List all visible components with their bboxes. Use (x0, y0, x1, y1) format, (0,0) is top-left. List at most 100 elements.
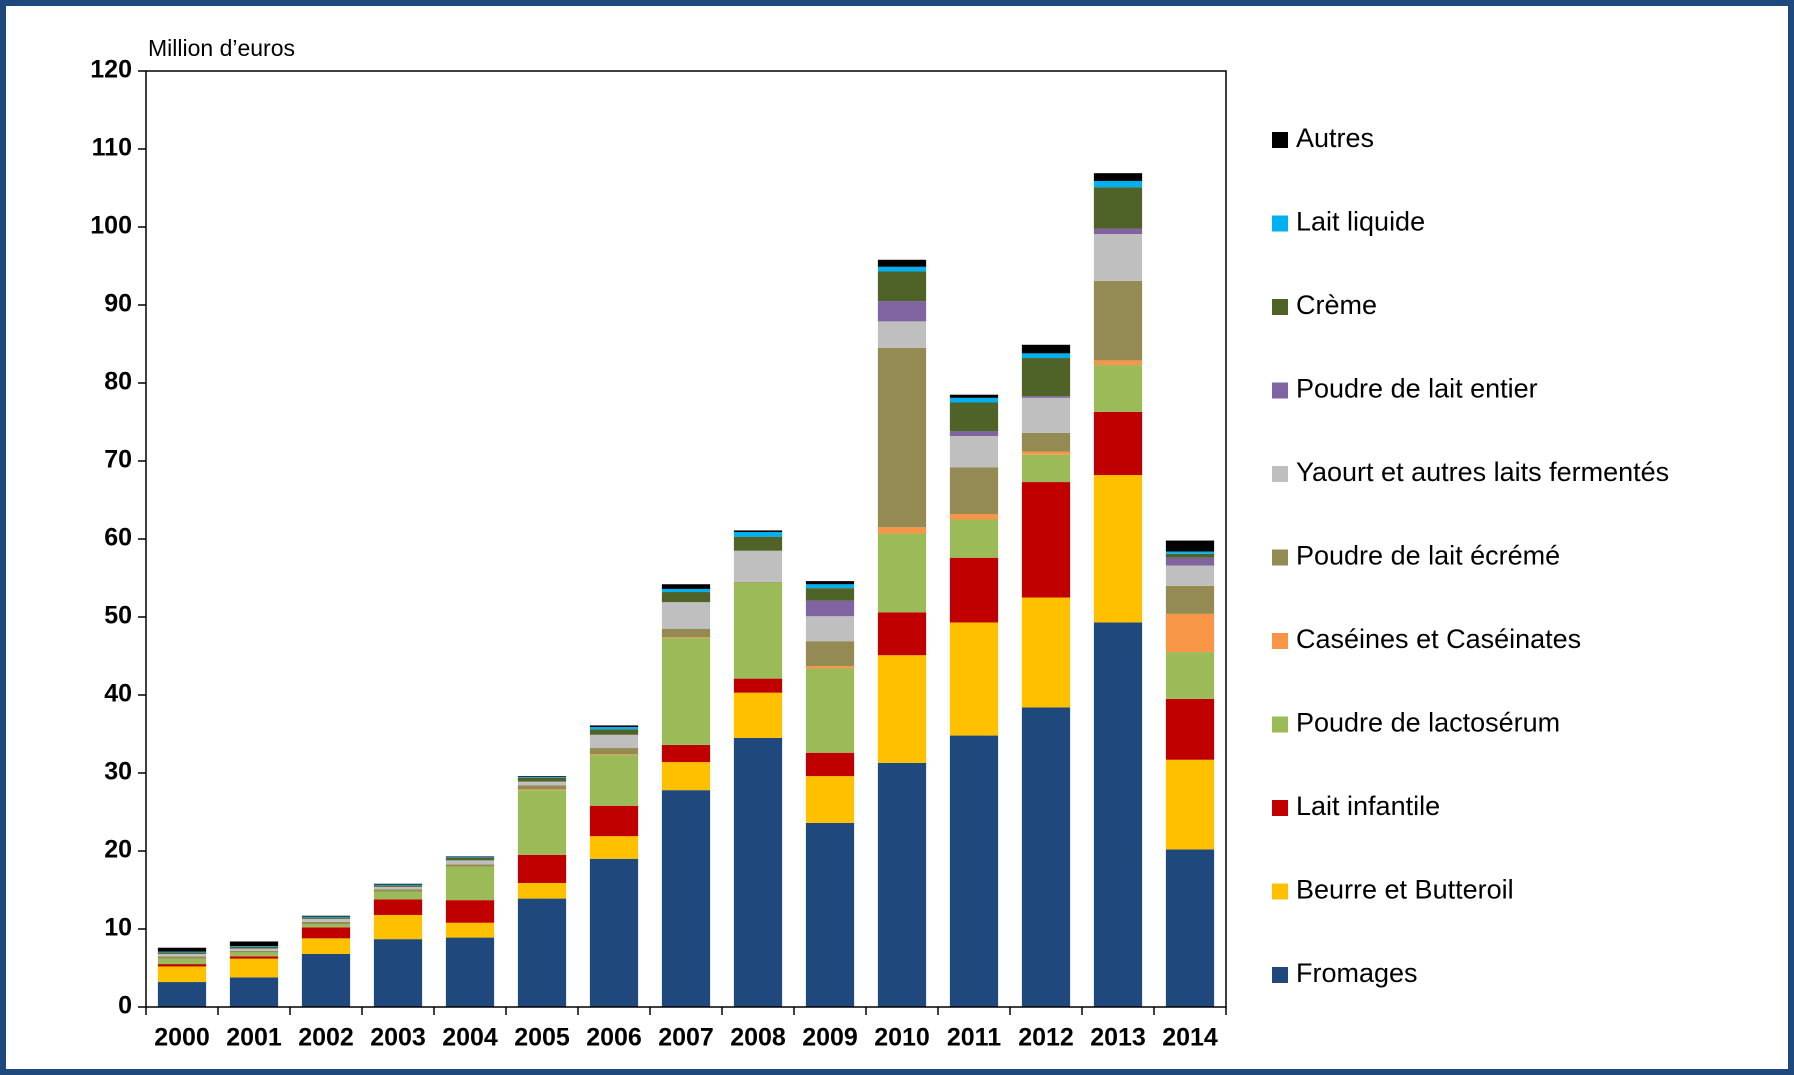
bar-segment (1093, 280, 1143, 361)
bar-segment (733, 582, 783, 679)
bar-segment (733, 678, 783, 693)
bar-segment (445, 860, 495, 865)
bar-segment (517, 781, 567, 786)
legend-swatch (1272, 549, 1288, 566)
bar-segment (1165, 849, 1215, 1007)
legend-label: Crème (1296, 290, 1377, 320)
bar-segment (733, 536, 783, 551)
bar-segment (1165, 553, 1215, 558)
bar-segment (589, 734, 639, 749)
bar-segment (1093, 475, 1143, 623)
bar-segment (733, 692, 783, 738)
bar-segment (229, 950, 279, 953)
bar-segment (1165, 759, 1215, 850)
x-tick-label: 2003 (370, 1024, 426, 1052)
bar-segment (517, 790, 567, 855)
legend-swatch (1272, 466, 1288, 482)
bar-segment (589, 754, 639, 756)
bar-segment (805, 822, 855, 1007)
bar-segment (661, 584, 711, 589)
x-tick-label: 2010 (874, 1024, 930, 1052)
x-tick-label: 2014 (1162, 1024, 1218, 1052)
bar-segment (301, 924, 351, 928)
x-tick-label: 2006 (586, 1024, 642, 1052)
bar-segment (301, 918, 351, 922)
bar-segment (805, 752, 855, 777)
bar-segment (373, 899, 423, 915)
bar-segment (157, 982, 207, 1007)
bar-segment (157, 947, 207, 952)
bar-segment (1021, 597, 1071, 708)
bar-segment (229, 958, 279, 978)
bar-segment (589, 729, 639, 735)
bar-segment (589, 726, 639, 730)
bar-segment (1165, 557, 1215, 566)
bar-segment (445, 858, 495, 861)
x-tick-label: 2001 (226, 1024, 282, 1052)
bar-segment (1021, 353, 1071, 359)
bar-segment (373, 939, 423, 1007)
x-tick-label: 2007 (658, 1024, 714, 1052)
bar-segment (733, 530, 783, 532)
y-tick-label: 20 (104, 836, 132, 864)
y-tick-label: 100 (90, 212, 132, 240)
bar-segment (229, 956, 279, 959)
legend-label: Yaourt et autres laits fermentés (1296, 457, 1669, 487)
bar-segment (949, 397, 999, 403)
bar-segment (805, 666, 855, 669)
bar-segment (877, 762, 927, 1007)
bar-segment (517, 854, 567, 883)
bar-segment (589, 755, 639, 806)
bar-segment (445, 856, 495, 858)
bar-segment (157, 956, 207, 959)
bar-segment (661, 602, 711, 629)
bar-segment (589, 725, 639, 727)
bar-segment (1165, 565, 1215, 586)
bar-segment (301, 916, 351, 918)
bar-segment (1021, 454, 1071, 483)
bar-segment (1093, 622, 1143, 1007)
bar-segment (949, 436, 999, 468)
bar-segment (301, 938, 351, 954)
x-tick-label: 2012 (1018, 1024, 1074, 1052)
legend-swatch (1272, 967, 1288, 983)
bar-segment (1093, 173, 1143, 181)
bar-segment (1165, 540, 1215, 552)
bar-segment (949, 622, 999, 736)
bar-segment (1093, 228, 1143, 235)
bar-segment (877, 347, 927, 528)
bar-segment (949, 557, 999, 623)
bar-segment (1021, 451, 1071, 455)
legend-label: Autres (1296, 123, 1374, 153)
bar-segment (949, 519, 999, 558)
x-tick-label: 2005 (514, 1024, 570, 1052)
bar-segment (805, 600, 855, 617)
bar-segment (1093, 180, 1143, 188)
bar-segment (157, 958, 207, 965)
bar-segment (661, 762, 711, 791)
y-tick-label: 0 (118, 992, 132, 1020)
bar-segment (229, 946, 279, 947)
y-tick-label: 70 (104, 446, 132, 474)
bar-segment (949, 402, 999, 432)
bar-segment (805, 616, 855, 642)
x-tick-label: 2009 (802, 1024, 858, 1052)
bar-segment (517, 898, 567, 1007)
x-tick-label: 2011 (947, 1024, 1001, 1052)
bar-segment (1093, 365, 1143, 412)
y-tick-label: 120 (90, 56, 132, 84)
legend-label: Poudre de lactosérum (1296, 708, 1560, 738)
bar-segment (229, 946, 279, 949)
y-tick-label: 110 (92, 134, 132, 162)
bar-segment (877, 655, 927, 763)
bar-segment (373, 883, 423, 885)
bar-segment (157, 953, 207, 957)
bar-segment (1021, 358, 1071, 397)
bar-segment (1093, 187, 1143, 229)
bar-segment (1165, 551, 1215, 554)
bar-segment (661, 592, 711, 603)
bar-segment (517, 882, 567, 899)
bar-segment (373, 885, 423, 887)
bar-segment (373, 891, 423, 900)
bar-segment (589, 748, 639, 755)
